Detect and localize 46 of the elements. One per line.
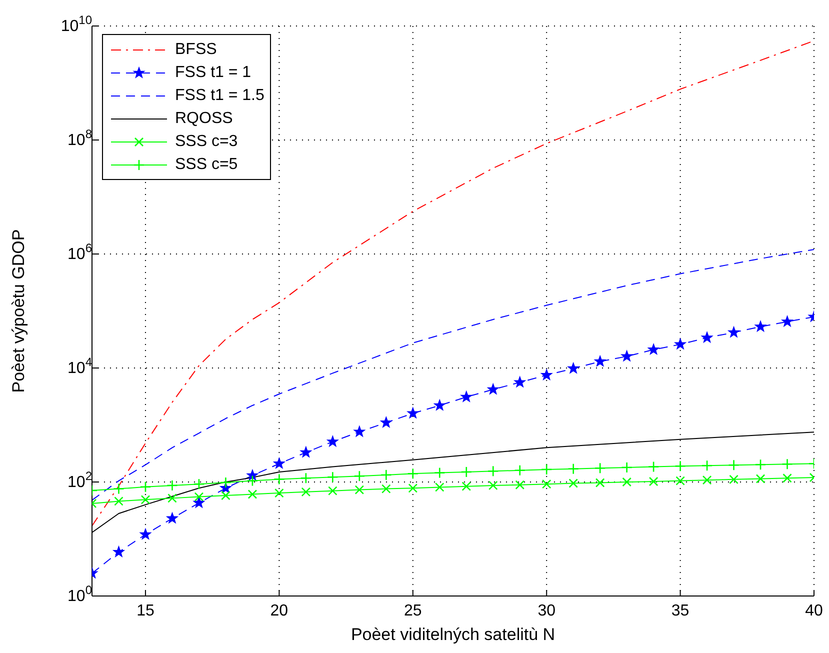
point <box>354 426 366 437</box>
point <box>246 470 258 480</box>
y-tick-label: 10$^{10}$ <box>60 13 92 35</box>
y-tick-label: 10$^{4}$ <box>68 355 92 377</box>
x-tick-label: 35 <box>671 602 690 620</box>
point <box>166 512 178 524</box>
x-tick-label: 20 <box>270 602 288 620</box>
legend-label: FSS t1 = 1 <box>175 63 252 83</box>
point <box>728 326 740 338</box>
point <box>300 446 312 458</box>
point <box>487 384 499 394</box>
x-tick-label: 40 <box>805 602 823 620</box>
point <box>782 316 793 327</box>
y-tick-label: 10$^{8}$ <box>68 127 92 149</box>
legend-label: BFSS <box>175 40 217 60</box>
y-axis-title: Poèet výpoètu GDOP <box>9 229 28 393</box>
point <box>327 436 338 447</box>
point <box>514 376 526 388</box>
x-tick-label: 25 <box>404 602 422 620</box>
point <box>568 362 579 374</box>
point <box>621 350 632 362</box>
x-axis-title: Poèet viditelných satelitù N <box>350 625 556 644</box>
point <box>754 320 766 332</box>
legend-label: SSS c=3 <box>175 132 238 152</box>
y-tick-label: 10$^{0}$ <box>68 583 92 605</box>
legend-label: FSS t1 = 1.5 <box>175 86 264 106</box>
point <box>193 496 205 508</box>
point <box>648 344 660 354</box>
point <box>407 407 419 418</box>
point <box>701 332 713 343</box>
line-series <box>92 248 814 501</box>
point <box>113 546 124 557</box>
legend-label: SSS c=5 <box>175 155 238 175</box>
point <box>274 458 285 468</box>
point <box>460 391 472 402</box>
x-tick-label: 15 <box>136 602 154 620</box>
point <box>540 369 552 380</box>
point <box>674 338 686 350</box>
y-tick-label: 10$^{2}$ <box>68 469 92 491</box>
point <box>380 416 392 428</box>
x-tick-label: 30 <box>538 602 556 620</box>
y-tick-label: 10$^{6}$ <box>68 241 92 263</box>
legend-label: RQOSS <box>175 109 233 129</box>
point <box>140 528 152 540</box>
point <box>594 356 606 366</box>
point <box>434 400 446 410</box>
